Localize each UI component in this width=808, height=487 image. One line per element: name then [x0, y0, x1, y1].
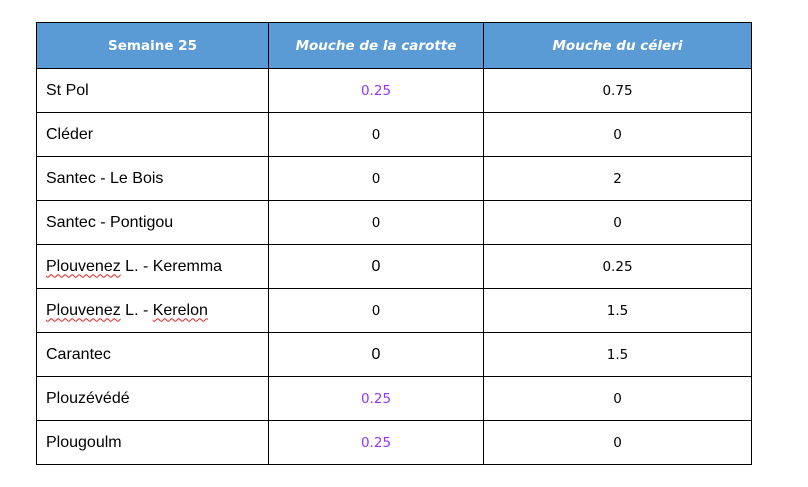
carrot-fly-count: 0: [268, 156, 484, 201]
site-name: Santec - Pontigou: [36, 200, 269, 245]
table-row: Plouvenez L. - Keremma 0 0.25: [36, 244, 752, 289]
carrot-fly-count: 0.25: [268, 420, 484, 465]
carrot-fly-count: 0: [268, 112, 484, 157]
table-row: Cléder 0 0: [36, 112, 752, 157]
site-name-rest: L. - Keremma: [120, 257, 223, 275]
trap-count-table: Semaine 25 Mouche de la carotte Mouche d…: [36, 22, 752, 465]
celery-fly-count: 0: [483, 420, 752, 465]
site-name: St Pol: [36, 68, 269, 113]
carrot-fly-count: 0.25: [268, 376, 484, 421]
table-row: Santec - Le Bois 0 2: [36, 156, 752, 201]
site-name: Cléder: [36, 112, 269, 157]
table-row: Plouvenez L. - Kerelon 0 1.5: [36, 288, 752, 333]
celery-fly-count: 1.5: [483, 332, 752, 377]
site-name: Plougoulm: [36, 420, 269, 465]
carrot-fly-count: 0: [268, 288, 484, 333]
carrot-fly-count: 0: [268, 244, 484, 289]
table-row: Plougoulm 0.25 0: [36, 420, 752, 465]
celery-fly-count: 1.5: [483, 288, 752, 333]
spellcheck-word[interactable]: Plouvenez: [46, 257, 121, 275]
spellcheck-word[interactable]: Plouvenez: [46, 301, 121, 319]
carrot-fly-count: 0: [268, 200, 484, 245]
celery-fly-count: 0: [483, 376, 752, 421]
celery-fly-count: 0: [483, 200, 752, 245]
header-celery-fly: Mouche du céleri: [483, 22, 752, 69]
spellcheck-word[interactable]: Kerelon: [152, 301, 208, 319]
site-name: Plouvenez L. - Keremma: [36, 244, 269, 289]
header-carrot-fly: Mouche de la carotte: [268, 22, 484, 69]
site-name: Carantec: [36, 332, 269, 377]
table-row: Santec - Pontigou 0 0: [36, 200, 752, 245]
celery-fly-count: 0.25: [483, 244, 752, 289]
site-name-middle: L. -: [120, 301, 153, 319]
header-row: Semaine 25 Mouche de la carotte Mouche d…: [36, 22, 752, 69]
celery-fly-count: 2: [483, 156, 752, 201]
carrot-fly-count: 0: [268, 332, 484, 377]
table-row: St Pol 0.25 0.75: [36, 68, 752, 113]
site-name: Plouzévédé: [36, 376, 269, 421]
table-row: Plouzévédé 0.25 0: [36, 376, 752, 421]
carrot-fly-count: 0.25: [268, 68, 484, 113]
celery-fly-count: 0: [483, 112, 752, 157]
table-row: Carantec 0 1.5: [36, 332, 752, 377]
celery-fly-count: 0.75: [483, 68, 752, 113]
site-name: Plouvenez L. - Kerelon: [36, 288, 269, 333]
site-name: Santec - Le Bois: [36, 156, 269, 201]
header-week: Semaine 25: [36, 22, 269, 69]
